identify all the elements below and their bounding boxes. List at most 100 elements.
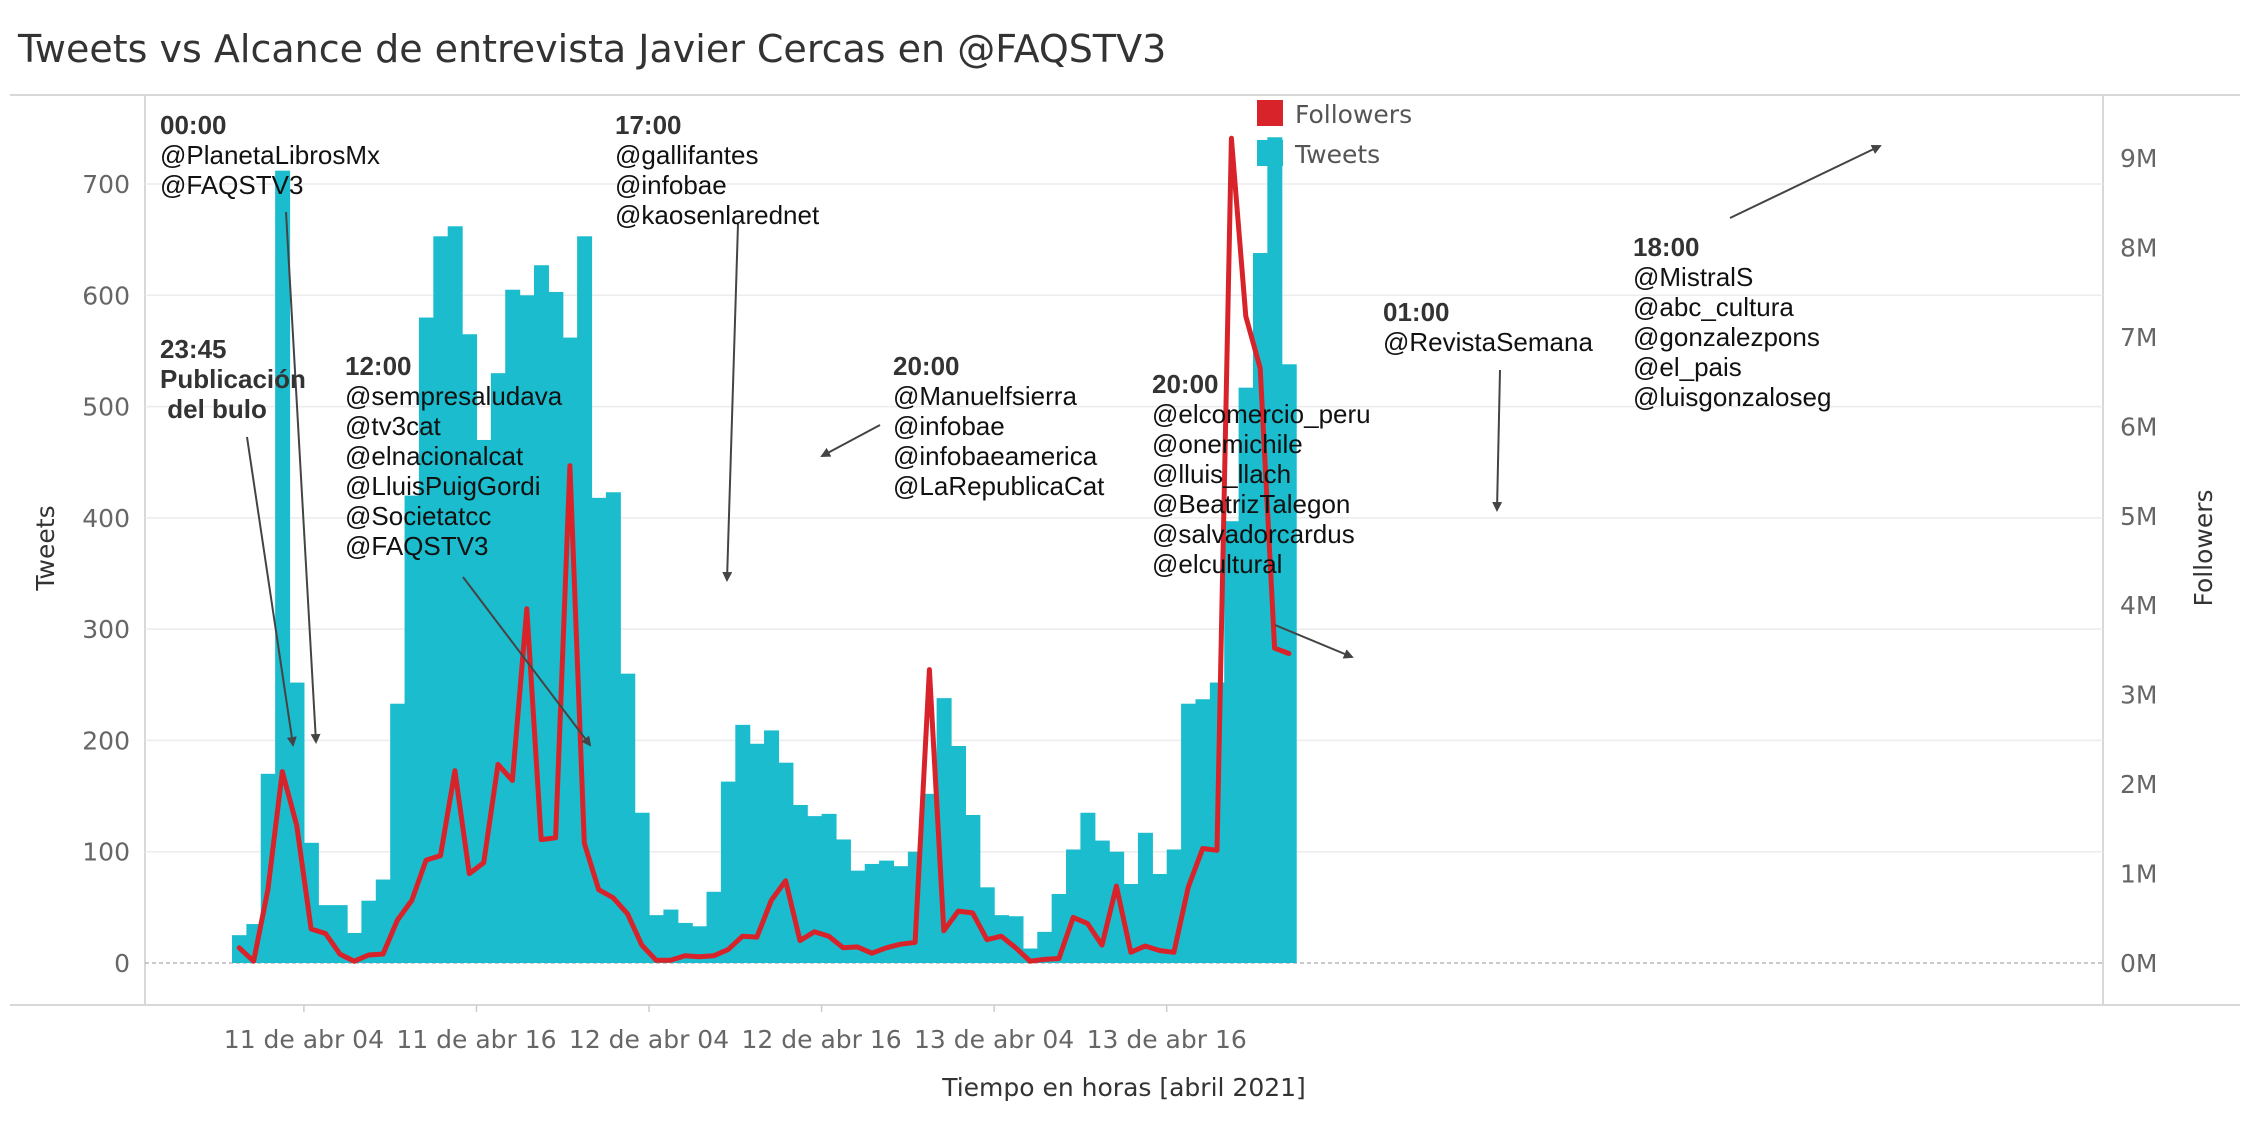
annotation-arrows — [246, 144, 1882, 747]
y2-tick-label: 9M — [2120, 144, 2157, 173]
annotation-0100: 01:00 @RevistaSemana — [1383, 297, 1593, 357]
arrow-0100 — [1492, 369, 1503, 512]
x-tick-label: 11 de abr 16 — [396, 1025, 556, 1054]
annotation-1800: 18:00 @MistralS @abc_cultura @gonzalezpo… — [1633, 232, 1831, 412]
annotation-line: @onemichile — [1152, 429, 1303, 459]
tweets-bar — [735, 724, 751, 963]
y2-tick-label: 3M — [2120, 681, 2157, 710]
tweets-bar — [404, 495, 420, 963]
annotation-2345: 23:45 Publicación del bulo — [160, 334, 306, 424]
tweets-bar — [1109, 851, 1125, 963]
annotation-line: @LaRepublicaCat — [893, 471, 1105, 501]
tweets-bar — [620, 673, 636, 963]
tweets-bar — [275, 170, 291, 963]
tweets-bar — [649, 915, 664, 963]
tweets-bar — [533, 265, 549, 963]
annotation-line: @luisgonzaloseg — [1633, 382, 1831, 412]
y2-tick-label: 7M — [2120, 323, 2157, 352]
tweets-bar — [303, 842, 319, 963]
y-tick-label: 300 — [82, 615, 130, 644]
y-tick-label: 500 — [82, 393, 130, 422]
tweets-bar — [1066, 849, 1082, 963]
tweets-bar — [821, 813, 837, 963]
x-tick-label: 12 de abr 04 — [569, 1025, 729, 1054]
tweets-bar — [1080, 812, 1096, 963]
arrow-2000-b — [1274, 624, 1354, 659]
tweets-bar — [490, 373, 506, 964]
arrow-1200 — [462, 576, 592, 747]
annotation-2000-b: 20:00 @elcomercio_peru @onemichile @llui… — [1152, 369, 1371, 579]
tweets-bar — [706, 891, 722, 963]
y-axis-ticks: 0 100 200 300 400 500 600 700 — [82, 170, 130, 978]
tweets-bars — [232, 137, 1297, 964]
tweets-bar — [692, 926, 708, 963]
x-axis-ticks: 11 de abr 04 11 de abr 16 12 de abr 04 12 d… — [224, 1005, 1247, 1054]
y2-tick-label: 8M — [2120, 233, 2157, 262]
tweets-bar — [605, 492, 621, 963]
tweets-bar — [1195, 699, 1211, 963]
x-axis-title: Tiempo en horas [abril 2021] — [941, 1073, 1306, 1102]
tweets-bar — [677, 922, 693, 963]
tweets-bar — [922, 793, 938, 963]
tweets-bar — [361, 900, 377, 963]
annotation-heading: 20:00 — [1152, 369, 1219, 399]
annotation-line: @lluis_llach — [1152, 459, 1291, 489]
annotation-line: @MistralS — [1633, 262, 1753, 292]
tweets-bar — [951, 745, 966, 963]
annotation-line: @Societatcc — [345, 501, 491, 531]
annotation-line: @FAQSTV3 — [160, 170, 303, 200]
arrow-1800 — [1729, 144, 1882, 219]
annotation-1200: 12:00 @sempresaludava @tv3cat @elnaciona… — [345, 351, 563, 561]
y2-tick-label: 0M — [2120, 949, 2157, 978]
tweets-bar — [1267, 137, 1283, 963]
annotation-heading: 23:45 — [160, 334, 227, 364]
y-tick-label: 100 — [82, 838, 130, 867]
x-tick-label: 11 de abr 04 — [224, 1025, 384, 1054]
tweets-bar — [778, 762, 794, 963]
arrow-2345 — [246, 436, 297, 747]
x-tick-label: 13 de abr 16 — [1087, 1025, 1247, 1054]
annotation-heading: 20:00 — [893, 351, 960, 381]
annotation-heading: 17:00 — [615, 110, 682, 140]
arrow-0000 — [285, 211, 321, 744]
tweets-bar — [807, 816, 823, 963]
chart-title: Tweets vs Alcance de entrevista Javier C… — [17, 27, 1166, 71]
legend-swatch-tweets — [1257, 140, 1283, 166]
x-tick-label: 13 de abr 04 — [914, 1025, 1074, 1054]
annotation-line: @BeatrizTalegon — [1152, 489, 1350, 519]
annotation-line: @elnacionalcat — [345, 441, 524, 471]
y-tick-label: 200 — [82, 726, 130, 755]
annotation-line: @Manuelfsierra — [893, 381, 1077, 411]
legend-label-tweets: Tweets — [1294, 140, 1380, 169]
legend: Followers Tweets — [1257, 100, 1412, 169]
annotation-line: @kaosenlarednet — [615, 200, 820, 230]
y2-tick-label: 2M — [2120, 770, 2157, 799]
annotation-line: @elcomercio_peru — [1152, 399, 1371, 429]
tweets-bar — [347, 932, 363, 963]
tweets-bar — [462, 334, 478, 963]
y-tick-label: 400 — [82, 504, 130, 533]
tweets-bar — [447, 226, 463, 963]
tweets-bar — [965, 814, 981, 963]
arrow-2000-a — [820, 424, 881, 457]
tweets-bar — [1152, 873, 1168, 963]
y2-tick-label: 6M — [2120, 412, 2157, 441]
annotation-line: @RevistaSemana — [1383, 327, 1593, 357]
tweets-bar — [1037, 931, 1053, 963]
tweets-bar — [634, 812, 650, 963]
annotation-line: @infobae — [615, 170, 727, 200]
y-tick-label: 700 — [82, 170, 130, 199]
y-axis-title: Tweets — [31, 505, 60, 591]
annotation-heading: 12:00 — [345, 351, 412, 381]
tweets-bar — [893, 866, 909, 963]
annotation-line: Publicación — [160, 364, 306, 394]
annotation-line: @infobaeamerica — [893, 441, 1098, 471]
tweets-bar — [1224, 521, 1240, 963]
annotation-heading: 18:00 — [1633, 232, 1700, 262]
legend-swatch-followers — [1257, 100, 1283, 126]
y-tick-label: 600 — [82, 281, 130, 310]
annotation-line: @FAQSTV3 — [345, 531, 488, 561]
tweets-bar — [835, 839, 851, 963]
annotation-line: @gallifantes — [615, 140, 758, 170]
tweets-bar — [418, 317, 434, 963]
